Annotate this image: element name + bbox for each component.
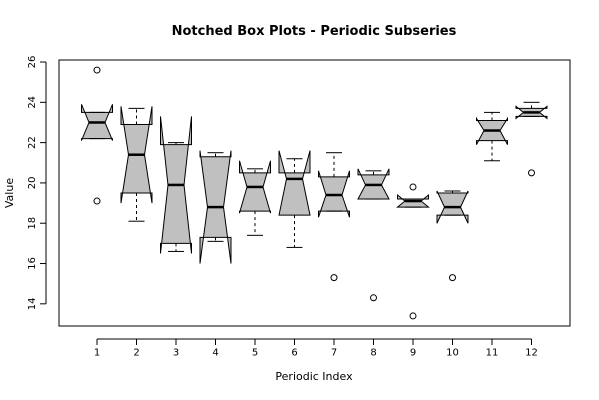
x-axis: 1 2 3 4 5 6 7 8 9 10 11 12 (94, 338, 538, 359)
x-tick-label: 9 (410, 348, 416, 359)
x-tick-label: 10 (446, 348, 459, 359)
y-axis-label: Value (3, 178, 16, 208)
x-tick-label: 12 (525, 348, 538, 359)
box-11 (476, 111, 508, 162)
box-7 (318, 152, 350, 282)
outlier-point (330, 274, 338, 282)
outlier-point (93, 197, 101, 205)
y-tick-label: 24 (27, 96, 38, 109)
x-tick-label: 11 (486, 348, 499, 359)
y-tick-label: 20 (27, 177, 38, 190)
outlier-point (449, 274, 456, 282)
chart-title: Notched Box Plots - Periodic Subseries (172, 24, 457, 39)
box-10 (436, 190, 469, 282)
box-4 (199, 150, 232, 264)
x-axis-label: Periodic Index (275, 370, 353, 383)
x-tick-label: 2 (133, 348, 139, 359)
x-tick-label: 6 (291, 348, 297, 359)
box-3 (160, 116, 192, 254)
y-tick-label: 16 (27, 257, 38, 270)
box-5 (239, 160, 271, 236)
box-2 (120, 106, 153, 222)
y-tick-label: 14 (27, 297, 38, 310)
outlier-point (528, 169, 535, 177)
box-12 (515, 101, 548, 177)
x-tick-label: 8 (370, 348, 376, 359)
y-tick-label: 18 (27, 217, 38, 230)
y-tick-label: 26 (27, 56, 38, 69)
x-tick-label: 1 (94, 348, 100, 359)
box-9 (396, 183, 430, 320)
plot-frame (58, 59, 571, 327)
box-6 (278, 150, 311, 248)
y-axis: 14 16 18 20 22 24 26 (27, 56, 47, 310)
box-1 (81, 66, 113, 205)
y-tick-label: 22 (27, 136, 38, 149)
x-tick-label: 5 (252, 348, 258, 359)
box-8 (357, 168, 390, 302)
x-tick-label: 3 (173, 348, 179, 359)
outlier-point (409, 183, 417, 191)
outlier-point (93, 66, 101, 74)
x-tick-label: 7 (331, 348, 337, 359)
box-body (278, 150, 311, 216)
x-tick-label: 4 (212, 348, 218, 359)
outlier-point (409, 312, 417, 320)
outlier-point (370, 294, 377, 302)
box-group (81, 66, 548, 320)
